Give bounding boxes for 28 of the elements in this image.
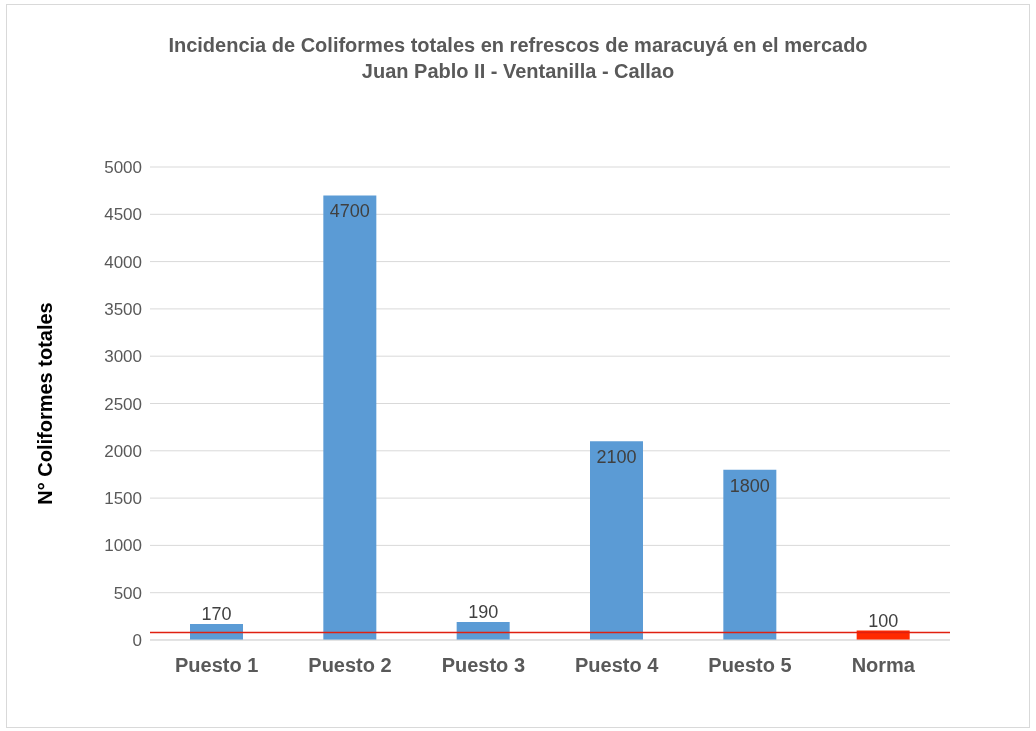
y-tick-label: 4500 bbox=[104, 205, 142, 225]
x-tick-label: Puesto 5 bbox=[708, 654, 792, 677]
y-tick-label: 0 bbox=[132, 631, 142, 651]
y-tick-label: 5000 bbox=[104, 158, 142, 178]
y-axis-title: N° Coliformes totales bbox=[34, 302, 57, 505]
data-label: 1800 bbox=[729, 475, 770, 496]
x-tick-label: Puesto 3 bbox=[441, 654, 526, 677]
y-tick-label: 3500 bbox=[104, 299, 142, 319]
y-tick-label: 3000 bbox=[104, 347, 142, 367]
x-tick-label: Puesto 4 bbox=[574, 654, 660, 677]
bar bbox=[590, 441, 643, 640]
bar bbox=[723, 469, 777, 640]
y-tick-label: 4000 bbox=[104, 252, 142, 272]
data-label: 170 bbox=[201, 603, 232, 624]
data-label: 100 bbox=[868, 610, 899, 631]
x-tick-label: Norma bbox=[851, 654, 916, 677]
data-label: 4700 bbox=[329, 201, 370, 222]
y-tick-label: 1500 bbox=[104, 489, 142, 509]
chart-title: Incidencia de Coliformes totales en refrescos de maracuyá en el mercado Juan Pablo II - Ventanilla - Callao bbox=[167, 33, 869, 84]
x-tick-label: Puesto 2 bbox=[308, 654, 392, 677]
y-tick-label: 500 bbox=[113, 583, 142, 603]
data-label: 2100 bbox=[596, 447, 637, 468]
y-tick-label: 1000 bbox=[104, 536, 142, 556]
data-label: 190 bbox=[468, 602, 499, 623]
y-tick-label: 2000 bbox=[104, 441, 142, 461]
x-tick-label: Puesto 1 bbox=[174, 654, 259, 677]
y-tick-label: 2500 bbox=[104, 394, 142, 414]
bar bbox=[323, 195, 377, 640]
